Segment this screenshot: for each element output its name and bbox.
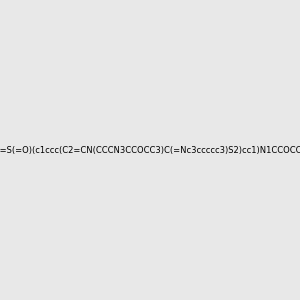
Text: O=S(=O)(c1ccc(C2=CN(CCCN3CCOCC3)C(=Nc3ccccc3)S2)cc1)N1CCOCC1: O=S(=O)(c1ccc(C2=CN(CCCN3CCOCC3)C(=Nc3cc… [0,146,300,154]
